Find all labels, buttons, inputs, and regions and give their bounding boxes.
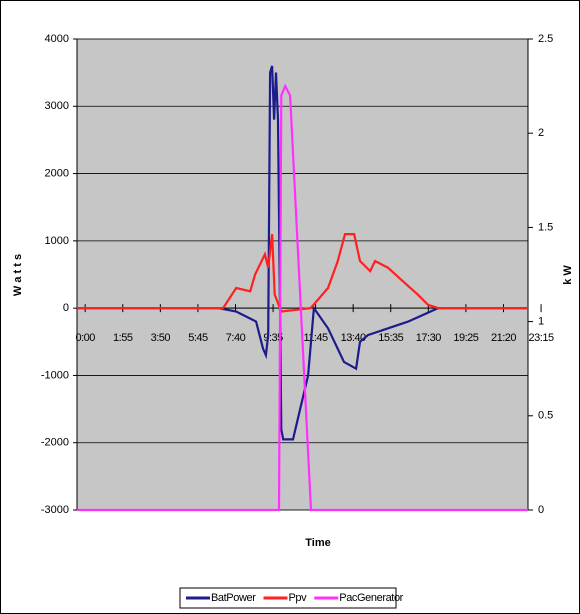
y-tick-label: 1000 [45,235,69,247]
legend-label: BatPower [211,592,256,604]
x-axis-title: Time [305,537,330,549]
y2-tick-label: 0.5 [538,410,553,422]
x-tick-label: 23:15 [529,332,554,344]
y-tick-label: -3000 [41,504,69,516]
y2-axis-title: k W [562,265,574,285]
x-tick-label: 13:40 [341,332,366,344]
legend-label: PacGenerator [339,592,403,604]
y-tick-label: -1000 [41,369,69,381]
legend-label: Ppv [289,592,308,604]
x-tick-label: 1:55 [113,332,133,344]
plot-area [77,39,528,510]
x-tick-label: 11:45 [303,332,328,344]
chart: Time W a t t s k W -3000 -2000 -1000 0 1000 2… [0,0,580,614]
y2-tick-label: 0 [538,504,544,516]
y-axis-title: W a t t s [12,254,24,296]
x-tick-label: 21:20 [491,332,516,344]
y-tick-label: 0 [63,302,69,314]
x-tick-label: 15:35 [378,332,403,344]
x-tick-label: 19:25 [453,332,478,344]
x-tick-label: 17:30 [416,332,441,344]
y2-tick-label: 1.5 [538,221,553,233]
y2-tick-label: 1 [538,316,544,328]
x-tick-label: 5:45 [188,332,208,344]
x-tick-label: 0:00 [75,332,95,344]
x-tick-label: 7:40 [226,332,246,344]
y-tick-label: 4000 [45,33,69,45]
y2-tick-label: 2.5 [538,33,553,45]
y-tick-label: 3000 [45,100,69,112]
y-tick-label: -2000 [41,437,69,449]
x-tick-label: 3:50 [151,332,171,344]
y-tick-label: 2000 [45,167,69,179]
y2-tick-label: 2 [538,127,544,139]
